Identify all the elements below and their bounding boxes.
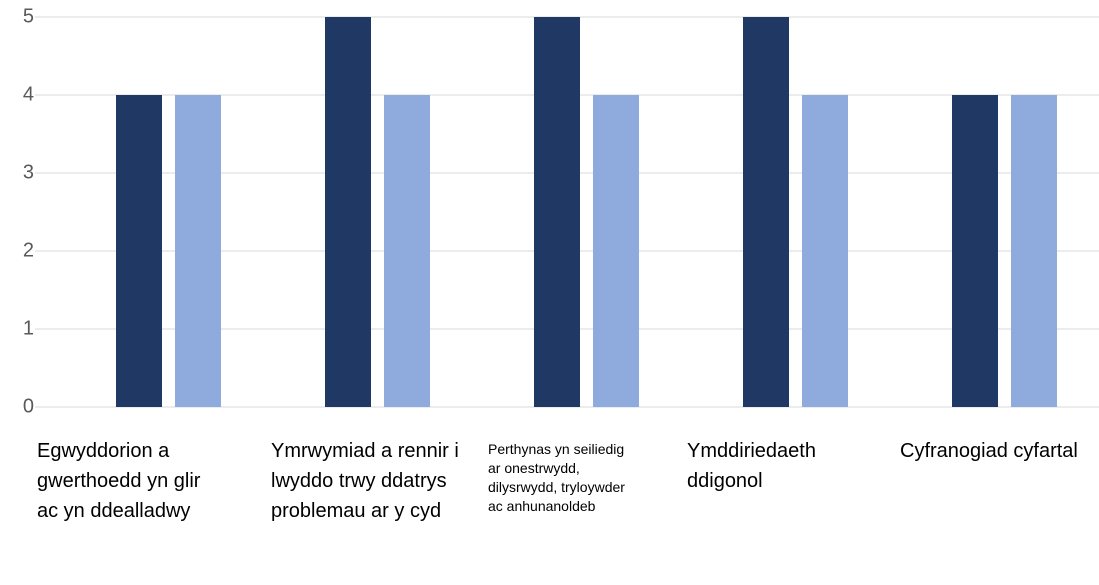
- y-tick-label: 5: [23, 5, 34, 27]
- bar: [952, 95, 998, 407]
- y-tick-label: 4: [23, 83, 34, 105]
- x-tick-label: Cyfranogiad cyfartal: [900, 440, 1078, 462]
- bar: [1011, 95, 1057, 407]
- y-tick-label: 0: [23, 395, 34, 417]
- x-tick-label: Perthynas yn seiliedig ar onestrwydd, di…: [488, 441, 625, 514]
- bar: [384, 95, 430, 407]
- x-tick-label: Egwyddorion a gwerthoedd yn glir ac yn d…: [37, 440, 201, 522]
- x-tick-label: Ymrwymiad a rennir i lwyddo trwy ddatrys…: [271, 440, 459, 522]
- bar: [534, 17, 580, 407]
- bar: [593, 95, 639, 407]
- bar: [175, 95, 221, 407]
- y-tick-label: 1: [23, 317, 34, 339]
- y-tick-label: 3: [23, 161, 34, 183]
- bar: [802, 95, 848, 407]
- bar: [116, 95, 162, 407]
- x-tick-label: Ymddiriedaeth ddigonol: [687, 440, 816, 492]
- y-tick-label: 2: [23, 239, 34, 261]
- bar: [325, 17, 371, 407]
- bar: [743, 17, 789, 407]
